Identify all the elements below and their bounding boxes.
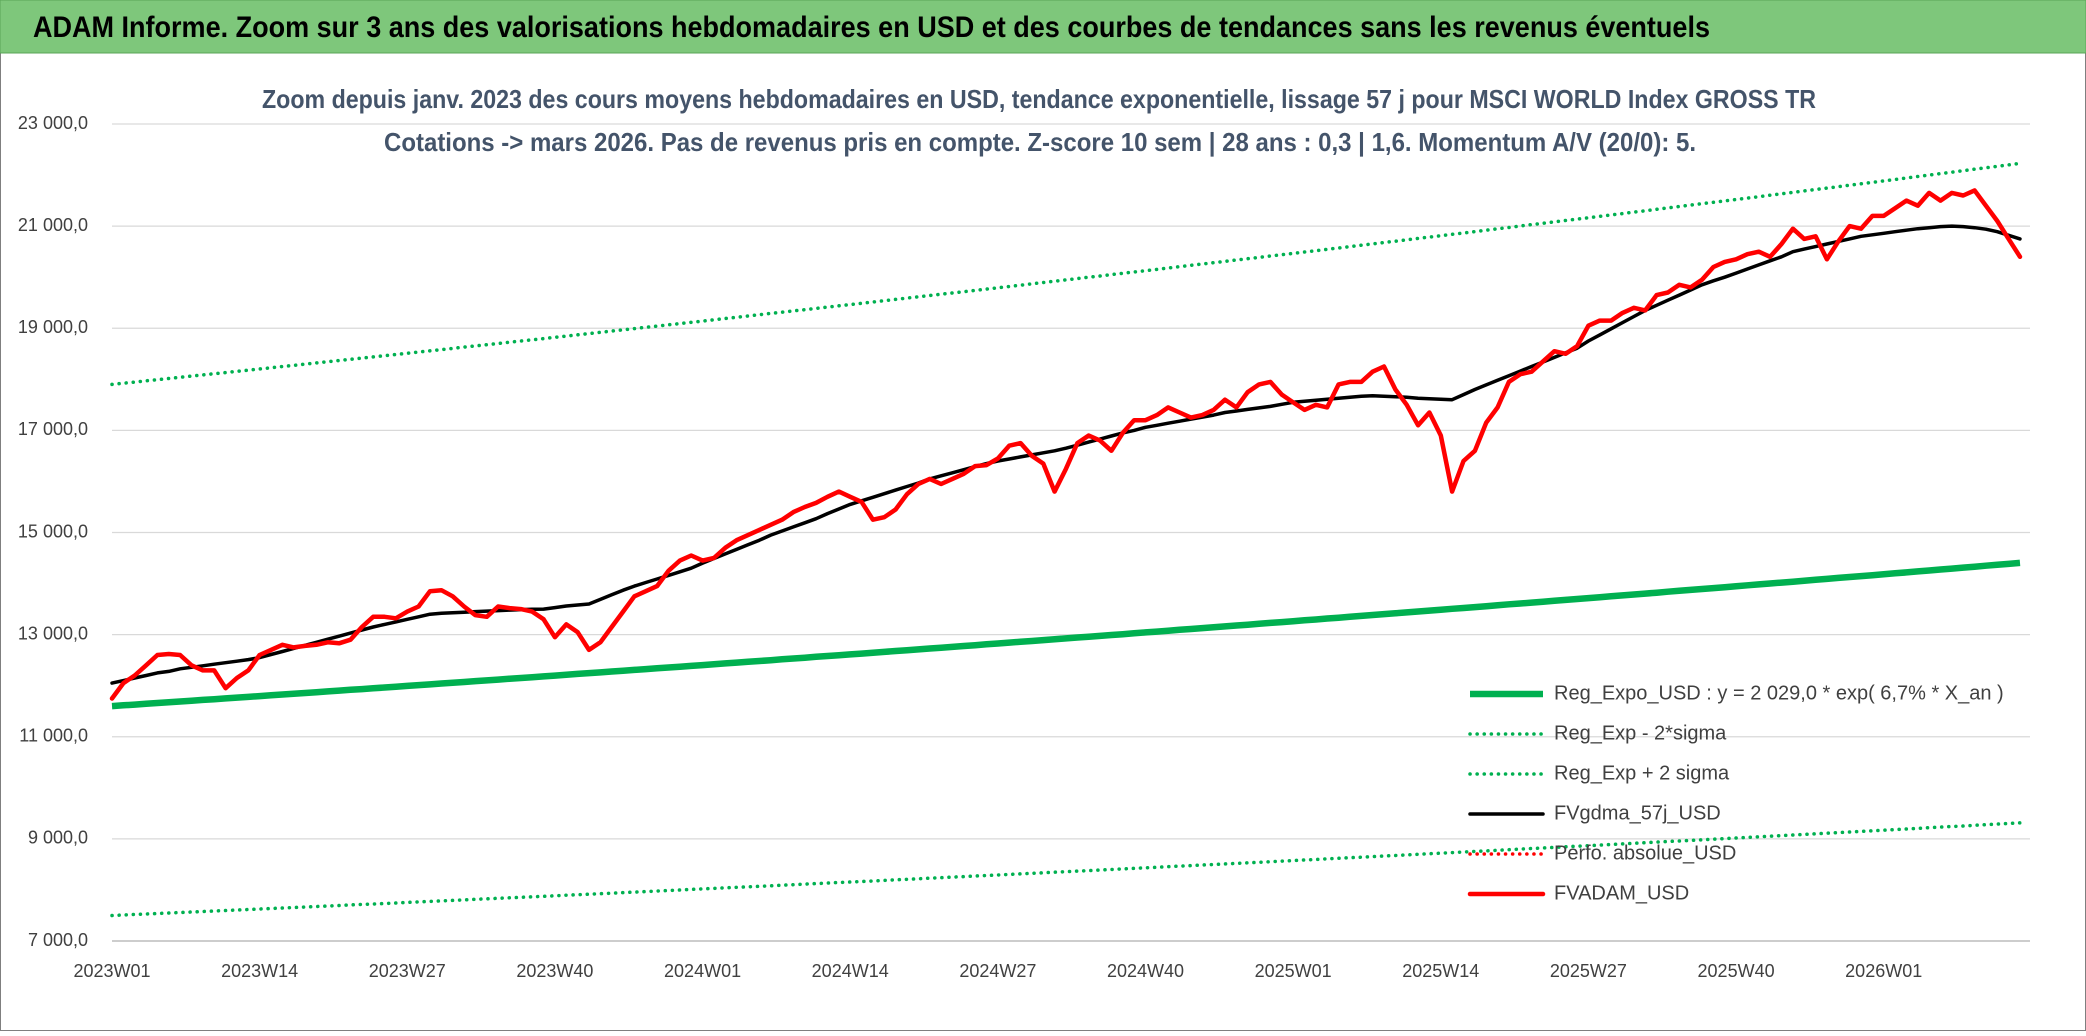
series-line [111, 559, 2021, 710]
x-tick-label: 2023W14 [221, 961, 298, 981]
x-tick-label: 2025W40 [1698, 961, 1775, 981]
x-tick-label: 2023W40 [516, 961, 593, 981]
legend-label: Reg_Exp - 2*sigma [1554, 722, 1727, 744]
x-tick-label: 2026W01 [1845, 961, 1922, 981]
header-bar [0, 0, 2086, 54]
x-tick-label: 2024W40 [1107, 961, 1184, 981]
legend-label: Reg_Expo_USD : y = 2 029,0 * exp( 6,7% *… [1554, 682, 2004, 704]
series-line [109, 188, 2023, 701]
y-tick-label: 15 000,0 [18, 521, 88, 541]
x-tick-label: 2023W01 [73, 961, 150, 981]
x-tick-label: 2025W01 [1255, 961, 1332, 981]
y-tick-label: 11 000,0 [19, 726, 88, 746]
y-tick-label: 19 000,0 [18, 317, 88, 337]
x-tick-label: 2024W14 [812, 961, 889, 981]
series-line [110, 161, 2022, 387]
y-tick-label: 21 000,0 [18, 215, 88, 235]
y-tick-label: 23 000,0 [18, 113, 88, 133]
chart-subtitle: Cotations -> mars 2026. Pas de revenus p… [384, 127, 1696, 157]
x-tick-label: 2025W14 [1402, 961, 1479, 981]
y-tick-label: 13 000,0 [18, 623, 88, 643]
y-tick-label: 7 000,0 [28, 930, 88, 950]
x-tick-label: 2025W27 [1550, 961, 1627, 981]
legend-label: Reg_Exp + 2 sigma [1554, 762, 1730, 784]
legend-label: FVgdma_57j_USD [1554, 802, 1721, 824]
series-line [110, 821, 2022, 918]
header-title: ADAM Informe. Zoom sur 3 ans des valoris… [33, 11, 1710, 44]
x-tick-label: 2023W27 [369, 961, 446, 981]
y-tick-label: 17 000,0 [18, 419, 88, 439]
chart-title: Zoom depuis janv. 2023 des cours moyens … [262, 84, 1816, 114]
legend-label: Perfo. absolue_USD [1554, 842, 1736, 864]
x-tick-label: 2024W27 [959, 961, 1036, 981]
legend-label: FVADAM_USD [1554, 882, 1689, 904]
y-tick-label: 9 000,0 [28, 828, 88, 848]
x-tick-label: 2024W01 [664, 961, 741, 981]
series-line [110, 224, 2022, 685]
